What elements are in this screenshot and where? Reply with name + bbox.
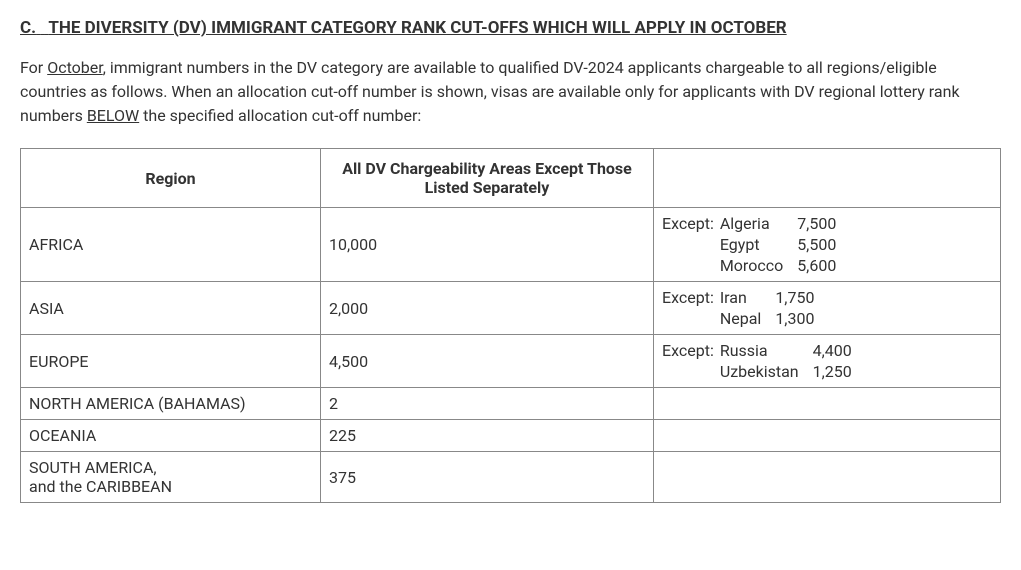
cell-cutoff: 225 bbox=[321, 420, 654, 452]
header-except bbox=[654, 149, 1001, 208]
intro-below: BELOW bbox=[87, 106, 139, 125]
exceptions-wrap: Except: Russia 4,400 Uzbekistan 1,250 bbox=[662, 341, 992, 381]
exception-value: 1,300 bbox=[775, 309, 814, 328]
cell-cutoff: 4,500 bbox=[321, 335, 654, 388]
cell-exceptions bbox=[654, 420, 1001, 452]
exceptions-wrap: Except: Algeria 7,500 Egypt 5,500 Morocco 5,60… bbox=[662, 214, 992, 275]
exception-value: 7,500 bbox=[797, 214, 836, 233]
header-cutoff: All DV Chargeability Areas Except Those … bbox=[321, 149, 654, 208]
exception-country: Uzbekistan bbox=[720, 362, 799, 381]
intro-text: For bbox=[20, 58, 47, 77]
header-region: Region bbox=[21, 149, 321, 208]
exception-value: 1,750 bbox=[775, 288, 814, 307]
exceptions-grid: Russia 4,400 Uzbekistan 1,250 bbox=[720, 341, 852, 381]
table-row: AFRICA 10,000 Except: Algeria 7,500 Egypt 5,50… bbox=[21, 208, 1001, 282]
cell-region: EUROPE bbox=[21, 335, 321, 388]
region-text: and the CARIBBEAN bbox=[29, 477, 172, 496]
table-row: NORTH AMERICA (BAHAMAS) 2 bbox=[21, 388, 1001, 420]
cell-region: SOUTH AMERICA,and the CARIBBEAN bbox=[21, 452, 321, 503]
cell-cutoff: 10,000 bbox=[321, 208, 654, 282]
exception-country: Russia bbox=[720, 341, 799, 360]
exceptions-grid: Iran 1,750 Nepal 1,300 bbox=[720, 288, 815, 328]
exception-country: Iran bbox=[720, 288, 761, 307]
exceptions-wrap: Except: Iran 1,750 Nepal 1,300 bbox=[662, 288, 992, 328]
cell-cutoff: 2,000 bbox=[321, 282, 654, 335]
region-text: SOUTH AMERICA, bbox=[29, 458, 157, 477]
exception-country: Algeria bbox=[720, 214, 783, 233]
region-text: AFRICA bbox=[29, 235, 83, 254]
exception-value: 5,600 bbox=[797, 256, 836, 275]
except-label: Except: bbox=[662, 214, 714, 233]
section-heading: C. THE DIVERSITY (DV) IMMIGRANT CATEGORY… bbox=[20, 18, 1001, 38]
except-label: Except: bbox=[662, 288, 714, 307]
region-text: EUROPE bbox=[29, 352, 89, 371]
except-label: Except: bbox=[662, 341, 714, 360]
cell-exceptions bbox=[654, 388, 1001, 420]
cell-region: ASIA bbox=[21, 282, 321, 335]
cell-region: OCEANIA bbox=[21, 420, 321, 452]
table-row: SOUTH AMERICA,and the CARIBBEAN375 bbox=[21, 452, 1001, 503]
cell-exceptions: Except: Iran 1,750 Nepal 1,300 bbox=[654, 282, 1001, 335]
cell-region: AFRICA bbox=[21, 208, 321, 282]
heading-prefix: C. bbox=[20, 18, 36, 38]
table-row: EUROPE 4,500 Except: Russia 4,400 Uzbekistan 1… bbox=[21, 335, 1001, 388]
exception-value: 5,500 bbox=[797, 235, 836, 254]
intro-paragraph: For October, immigrant numbers in the DV… bbox=[20, 56, 1001, 128]
cell-cutoff: 2 bbox=[321, 388, 654, 420]
region-text: OCEANIA bbox=[29, 426, 96, 445]
table-row: OCEANIA 225 bbox=[21, 420, 1001, 452]
cell-region: NORTH AMERICA (BAHAMAS) bbox=[21, 388, 321, 420]
region-text: ASIA bbox=[29, 299, 64, 318]
table-row: ASIA 2,000 Except: Iran 1,750 Nepal 1,300 bbox=[21, 282, 1001, 335]
exception-value: 4,400 bbox=[813, 341, 852, 360]
exception-country: Egypt bbox=[720, 235, 783, 254]
cell-exceptions bbox=[654, 452, 1001, 503]
exceptions-grid: Algeria 7,500 Egypt 5,500 Morocco 5,600 bbox=[720, 214, 836, 275]
exception-country: Morocco bbox=[720, 256, 783, 275]
dv-cutoff-table: Region All DV Chargeability Areas Except… bbox=[20, 148, 1001, 503]
exception-value: 1,250 bbox=[813, 362, 852, 381]
cell-exceptions: Except: Algeria 7,500 Egypt 5,500 Morocco 5,60… bbox=[654, 208, 1001, 282]
cell-exceptions: Except: Russia 4,400 Uzbekistan 1,250 bbox=[654, 335, 1001, 388]
cell-cutoff: 375 bbox=[321, 452, 654, 503]
intro-text: the specified allocation cut-off number: bbox=[139, 106, 421, 125]
intro-month: October bbox=[47, 58, 103, 77]
table-header-row: Region All DV Chargeability Areas Except… bbox=[21, 149, 1001, 208]
region-text: NORTH AMERICA (BAHAMAS) bbox=[29, 394, 246, 413]
exception-country: Nepal bbox=[720, 309, 761, 328]
heading-title: THE DIVERSITY (DV) IMMIGRANT CATEGORY RA… bbox=[48, 18, 786, 38]
